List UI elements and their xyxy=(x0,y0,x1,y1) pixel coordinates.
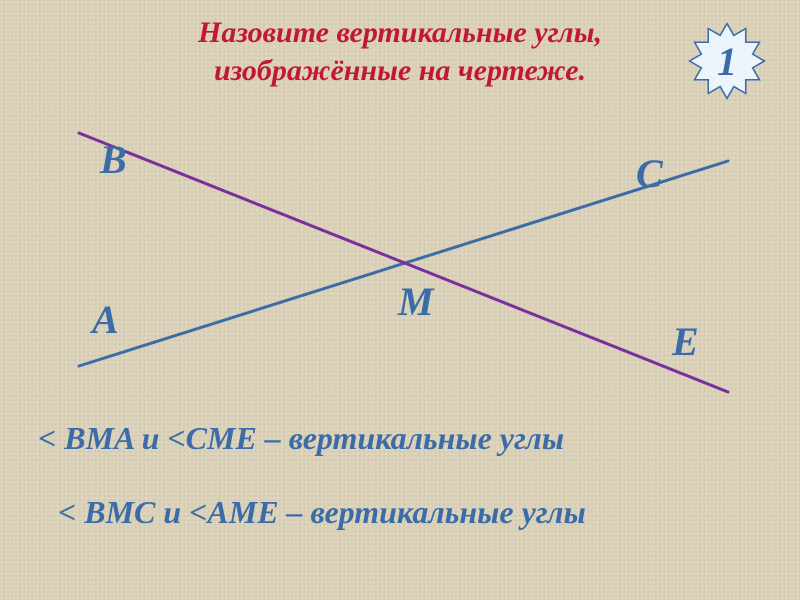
point-label-e: E xyxy=(672,318,699,365)
point-label-m: M xyxy=(398,278,434,325)
answer-line-1: < BMA и <CME – вертикальные углы xyxy=(38,420,564,457)
slide-canvas: Назовите вертикальные углы, изображённые… xyxy=(0,0,800,600)
point-label-c: C xyxy=(636,150,663,197)
answer-line-2: < BMC и <AME – вертикальные углы xyxy=(58,494,586,531)
line-be xyxy=(79,133,728,392)
point-label-a: A xyxy=(92,296,119,343)
point-label-b: B xyxy=(100,136,127,183)
